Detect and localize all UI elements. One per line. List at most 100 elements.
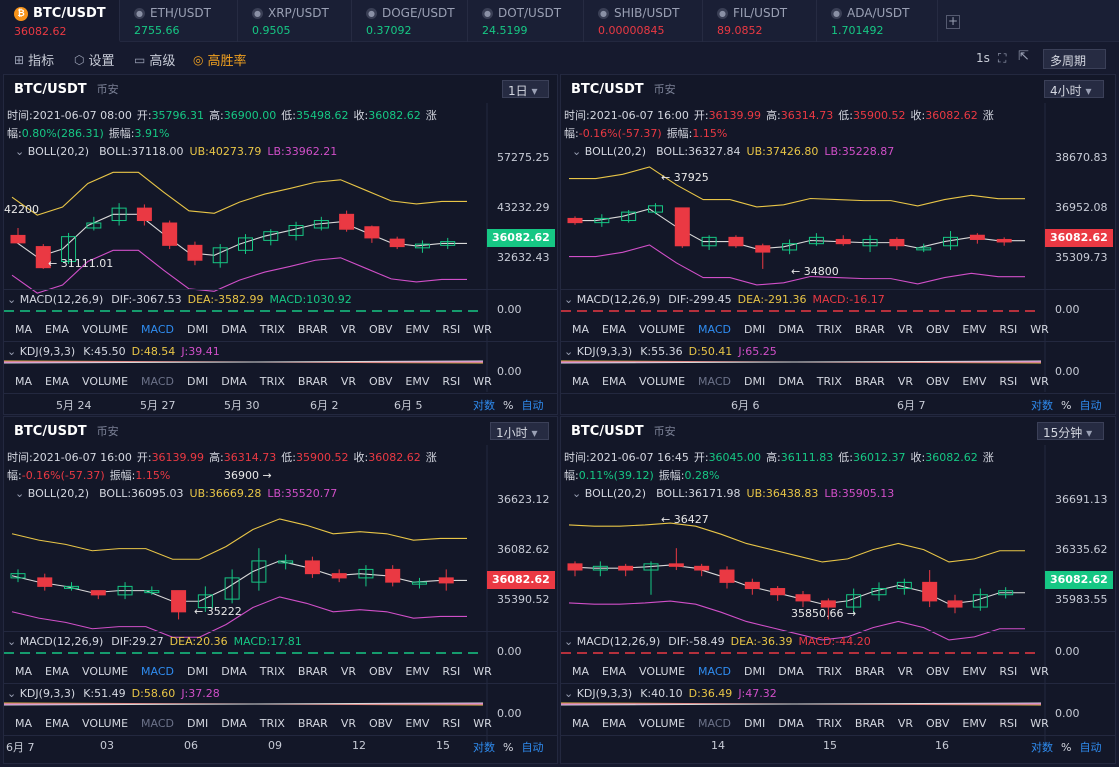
- candle-body[interactable]: [339, 213, 355, 230]
- indicator-tab[interactable]: WR: [1030, 665, 1049, 678]
- candle-body[interactable]: [674, 207, 690, 247]
- candle-body[interactable]: [755, 245, 771, 253]
- symbol-tab[interactable]: ₿ BTC/USDT 36082.62: [0, 0, 120, 42]
- candle-body[interactable]: [916, 247, 932, 251]
- indicator-tab[interactable]: WR: [473, 665, 492, 678]
- indicator-tab[interactable]: VR: [340, 665, 356, 678]
- candle-body[interactable]: [144, 590, 160, 594]
- indicator-tab[interactable]: MACD: [698, 717, 732, 730]
- indicator-tab[interactable]: OBV: [926, 375, 950, 388]
- indicator-tab[interactable]: EMV: [405, 717, 430, 730]
- candle-body[interactable]: [744, 581, 760, 590]
- candle-body[interactable]: [61, 236, 77, 262]
- candle-body[interactable]: [438, 577, 454, 584]
- candle-body[interactable]: [251, 560, 267, 583]
- candle-body[interactable]: [621, 211, 637, 222]
- chart-panel[interactable]: BTC/USDT 币安 1小时 ▾ 时间:2021-06-07 16:00 开:3613…: [3, 416, 558, 764]
- candle-body[interactable]: [998, 590, 1014, 596]
- symbol-tab[interactable]: ● ETH/USDT 2755.66: [120, 0, 238, 42]
- indicator-tab[interactable]: TRIX: [259, 375, 285, 388]
- indicator-tab[interactable]: DMI: [744, 665, 766, 678]
- log-scale-toggle[interactable]: 对数: [473, 741, 495, 754]
- candle-body[interactable]: [647, 205, 663, 213]
- indicator-tab[interactable]: WR: [473, 375, 492, 388]
- indicator-tab[interactable]: VR: [897, 717, 913, 730]
- candle-body[interactable]: [197, 594, 213, 609]
- indicator-tab[interactable]: MACD: [698, 375, 732, 388]
- indicator-tab[interactable]: DMI: [187, 375, 209, 388]
- candle-body[interactable]: [187, 244, 203, 261]
- indicator-tab[interactable]: MACD: [141, 323, 175, 336]
- auto-scale-toggle[interactable]: 自动: [521, 399, 544, 412]
- indicator-tab[interactable]: MA: [572, 323, 590, 336]
- indicators-button[interactable]: ⊞ 指标: [14, 50, 54, 70]
- indicator-tab[interactable]: WR: [473, 717, 492, 730]
- collapse-chevron-icon[interactable]: ⌄: [564, 687, 577, 700]
- symbol-tab[interactable]: ● DOT/USDT 24.5199: [468, 0, 584, 42]
- indicator-tab[interactable]: VOLUME: [81, 323, 129, 336]
- candle-body[interactable]: [719, 569, 735, 583]
- candle-body[interactable]: [358, 568, 374, 579]
- indicator-tab[interactable]: RSI: [999, 375, 1018, 388]
- candle-body[interactable]: [389, 238, 405, 248]
- candle-body[interactable]: [35, 246, 51, 269]
- symbol-tab[interactable]: ● DOGE/USDT 0.37092: [352, 0, 468, 42]
- auto-scale-toggle[interactable]: 自动: [521, 741, 544, 754]
- indicator-tab[interactable]: WR: [473, 323, 492, 336]
- candle-body[interactable]: [37, 577, 53, 587]
- candle-body[interactable]: [947, 600, 963, 608]
- candle-body[interactable]: [943, 236, 959, 247]
- indicator-tab[interactable]: TRIX: [259, 665, 285, 678]
- candle-body[interactable]: [996, 238, 1012, 243]
- indicator-tab[interactable]: RSI: [999, 323, 1018, 336]
- timeframe-select[interactable]: 1小时 ▾: [490, 422, 549, 440]
- refresh-interval[interactable]: 1s: [976, 51, 990, 65]
- indicator-tab[interactable]: TRIX: [259, 717, 285, 730]
- collapse-chevron-icon[interactable]: ⌄: [7, 345, 20, 358]
- indicator-tab[interactable]: VOLUME: [638, 323, 686, 336]
- candle-body[interactable]: [795, 594, 811, 602]
- candle-body[interactable]: [567, 563, 583, 571]
- indicator-tab[interactable]: DMI: [187, 665, 209, 678]
- candle-body[interactable]: [90, 590, 106, 596]
- candle-body[interactable]: [701, 236, 717, 247]
- candle-body[interactable]: [820, 600, 836, 608]
- indicator-tab[interactable]: EMV: [962, 323, 987, 336]
- indicator-tab[interactable]: VR: [340, 717, 356, 730]
- indicator-tab[interactable]: WR: [1030, 375, 1049, 388]
- indicator-tab[interactable]: MA: [15, 375, 33, 388]
- candle-body[interactable]: [440, 241, 456, 246]
- percent-scale-toggle[interactable]: %: [503, 399, 514, 412]
- indicator-tab[interactable]: MA: [572, 375, 590, 388]
- candle-body[interactable]: [618, 565, 634, 571]
- settings-button[interactable]: ⬡ 设置: [74, 50, 115, 70]
- collapse-chevron-icon[interactable]: ⌄: [7, 293, 20, 306]
- candle-body[interactable]: [862, 238, 878, 247]
- indicator-tab[interactable]: EMV: [962, 665, 987, 678]
- indicator-tab[interactable]: EMV: [962, 375, 987, 388]
- candle-body[interactable]: [896, 581, 912, 590]
- candle-body[interactable]: [728, 236, 744, 247]
- indicator-tab[interactable]: MACD: [698, 323, 732, 336]
- candle-body[interactable]: [770, 588, 786, 596]
- indicator-tab[interactable]: EMA: [602, 323, 626, 336]
- indicator-tab[interactable]: MACD: [141, 375, 175, 388]
- candle-body[interactable]: [304, 560, 320, 575]
- log-scale-toggle[interactable]: 对数: [1031, 399, 1053, 412]
- collapse-chevron-icon[interactable]: ⌄: [572, 487, 585, 500]
- collapse-chevron-icon[interactable]: ⌄: [572, 145, 585, 158]
- win-rate-button[interactable]: ◎ 高胜率: [193, 50, 247, 70]
- indicator-tab[interactable]: EMA: [602, 665, 626, 678]
- indicator-tab[interactable]: MA: [15, 717, 33, 730]
- candle-body[interactable]: [212, 247, 228, 264]
- advanced-button[interactable]: ▭ 高级: [134, 50, 175, 70]
- indicator-tab[interactable]: VOLUME: [638, 717, 686, 730]
- percent-scale-toggle[interactable]: %: [1061, 741, 1072, 754]
- candlestick-chart[interactable]: [4, 75, 558, 415]
- auto-scale-toggle[interactable]: 自动: [1079, 399, 1102, 412]
- candle-body[interactable]: [668, 563, 684, 567]
- collapse-chevron-icon[interactable]: ⌄: [15, 145, 28, 158]
- candlestick-chart[interactable]: [561, 75, 1116, 415]
- symbol-tab[interactable]: ● FIL/USDT 89.0852: [703, 0, 817, 42]
- candle-body[interactable]: [385, 568, 401, 583]
